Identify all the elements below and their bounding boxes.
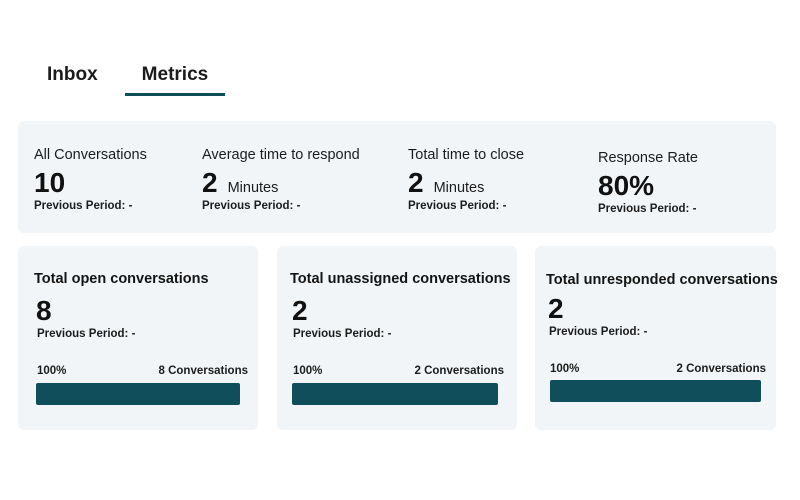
card-value: 2 [548,293,564,324]
stat-previous-period: Previous Period: - [598,203,697,215]
tab-inbox[interactable]: Inbox [47,64,98,85]
progress-bar [550,380,761,402]
stat-unit: Minutes [227,180,279,196]
stat-total-time-to-close: Total time to close 2 Minutes Previous P… [408,147,524,212]
progress-bar-fill [292,383,498,405]
card-previous-period: Previous Period: - [293,328,392,340]
stat-previous-period: Previous Period: - [408,200,507,212]
stat-label: Average time to respond [202,147,360,163]
stat-average-time-to-respond: Average time to respond 2 Minutes Previo… [202,147,360,212]
progress-count-label: 2 Conversations [414,365,504,377]
stat-value: 80% [598,170,655,201]
tab-bar: Inbox Metrics [30,62,226,96]
progress-percent-label: 100% [293,365,323,377]
stat-value: 10 [34,167,66,198]
card-value: 8 [36,295,52,326]
card-value: 2 [292,295,308,326]
progress-bar-fill [550,380,761,402]
progress-percent-label: 100% [550,363,580,375]
card-previous-period: Previous Period: - [37,328,136,340]
card-title: Total open conversations [34,271,209,287]
progress-bar-fill [36,383,240,405]
stat-label: Total time to close [408,147,525,163]
tab-metrics[interactable]: Metrics [124,62,226,96]
stat-response-rate: Response Rate 80% Previous Period: - [598,150,698,215]
stat-previous-period: Previous Period: - [202,200,301,212]
stat-previous-period: Previous Period: - [34,200,133,212]
card-unassigned-conversations: Total unassigned conversations 2 Previou… [277,246,517,430]
stat-value: 2 [202,167,218,198]
stat-label: All Conversations [34,147,147,163]
summary-card: All Conversations 10 Previous Period: - … [18,121,776,233]
progress-percent-label: 100% [37,365,67,377]
stat-unit: Minutes [433,180,485,196]
card-unresponded-conversations: Total unresponded conversations 2 Previo… [535,246,778,430]
progress-count-label: 8 Conversations [158,365,248,377]
progress-bar [36,383,240,405]
card-open-conversations: Total open conversations 8 Previous Peri… [18,246,258,430]
card-previous-period: Previous Period: - [549,326,648,338]
stat-all-conversations: All Conversations 10 Previous Period: - [34,147,147,212]
progress-bar [292,383,498,405]
stat-value: 2 [408,167,424,198]
progress-count-label: 2 Conversations [676,363,766,375]
card-title: Total unresponded conversations [546,272,778,288]
card-title: Total unassigned conversations [290,271,511,287]
stat-label: Response Rate [598,150,698,166]
